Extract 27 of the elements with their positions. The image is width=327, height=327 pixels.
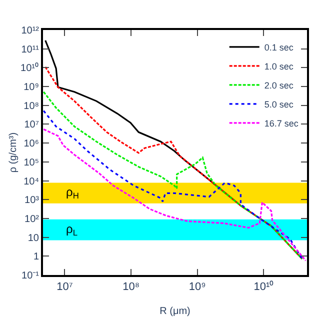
y-axis-title: ρ (g/cm³) (8, 132, 20, 173)
y-tick-label: 10⁵ (24, 157, 39, 168)
legend-label: 0.1 sec (264, 42, 294, 52)
y-tick-label: 10³ (24, 195, 40, 206)
legend-label: 5.0 sec (264, 99, 294, 110)
legend-label: 16.7 sec (264, 118, 299, 128)
y-tick-label: 10⁷ (24, 120, 40, 131)
y-tick-label: 10⁴ (24, 176, 39, 188)
band-label: ρ$_{L}$ (66, 222, 78, 238)
legend-label: 1.0 sec (264, 61, 294, 72)
y-tick-label: 10⁹ (24, 82, 39, 94)
y-tick-label: 10¹¹ (21, 44, 40, 56)
y-tick-label: 10⁶ (24, 138, 39, 150)
band-label: ρ$_{H}$ (66, 185, 79, 201)
x-tick-label: 10⁸ (122, 281, 140, 294)
x-tick-label: 10¹⁰ (254, 280, 274, 294)
legend-label: 2.0 sec (264, 80, 294, 90)
y-tick-label: 1 (33, 252, 40, 263)
x-axis-title: R (μm) (160, 306, 190, 318)
y-tick-label: 10⁻¹ (22, 270, 40, 282)
y-tick-label: 10² (24, 214, 40, 225)
x-tick-label: 10⁹ (188, 281, 206, 294)
y-tick-label: 10 (28, 232, 40, 244)
y-tick-label: 10⁸ (24, 100, 39, 112)
y-tick-label: 10¹⁰ (20, 62, 39, 74)
x-tick-label: 10⁷ (56, 281, 73, 294)
y-tick-label: 10¹² (21, 26, 40, 36)
